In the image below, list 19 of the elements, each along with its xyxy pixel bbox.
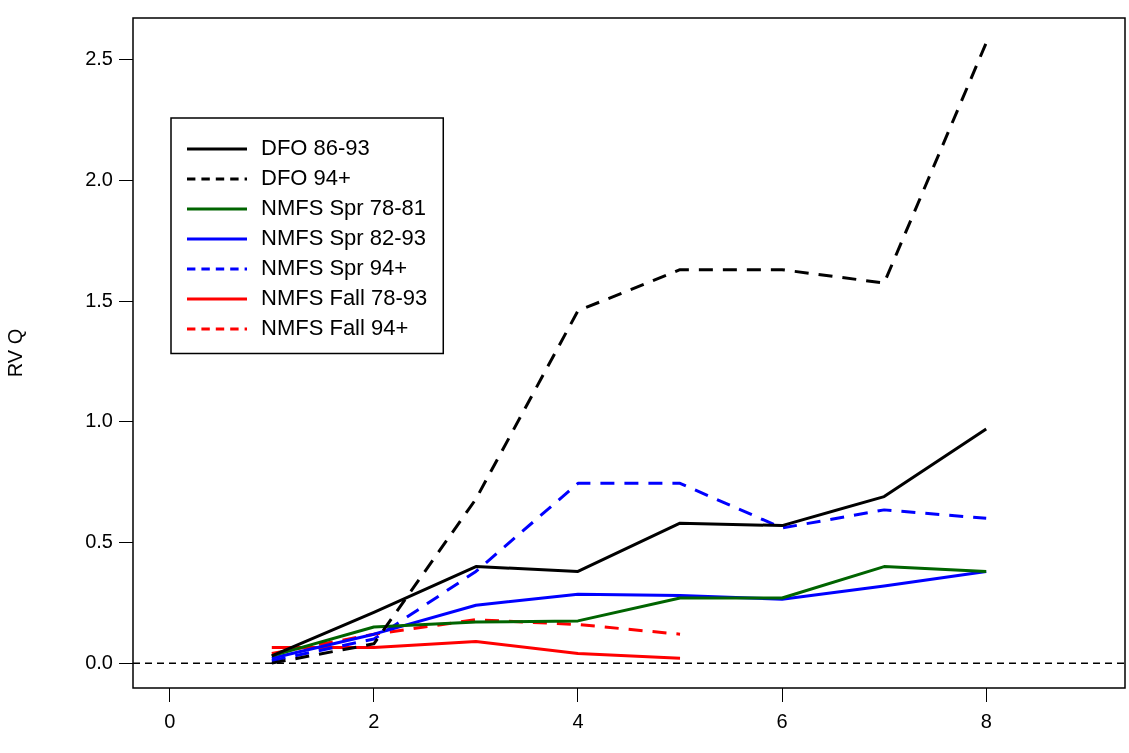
y-tick-label: 1.5 xyxy=(85,288,113,311)
y-tick-label: 0.5 xyxy=(85,529,113,552)
x-tick-label: 4 xyxy=(572,709,584,732)
legend-label: NMFS Spr 94+ xyxy=(261,255,408,281)
legend-label: NMFS Spr 82-93 xyxy=(261,225,427,251)
x-tick-label: 2 xyxy=(368,709,380,732)
y-tick-label: 2.0 xyxy=(85,167,113,190)
legend-label: DFO 86-93 xyxy=(261,135,370,161)
legend-label: NMFS Fall 78-93 xyxy=(261,285,428,311)
legend-label: DFO 94+ xyxy=(261,165,351,191)
y-tick-label: 0.0 xyxy=(85,650,113,673)
x-tick-label: 8 xyxy=(980,709,992,732)
legend-label: NMFS Spr 78-81 xyxy=(261,195,427,221)
y-axis-title: RV Q xyxy=(3,328,26,378)
x-tick-label: 0 xyxy=(164,709,176,732)
x-tick-label: 6 xyxy=(776,709,788,732)
y-tick-label: 1.0 xyxy=(85,409,113,432)
y-tick-label: 2.5 xyxy=(85,47,113,70)
legend-label: NMFS Fall 94+ xyxy=(261,315,409,341)
